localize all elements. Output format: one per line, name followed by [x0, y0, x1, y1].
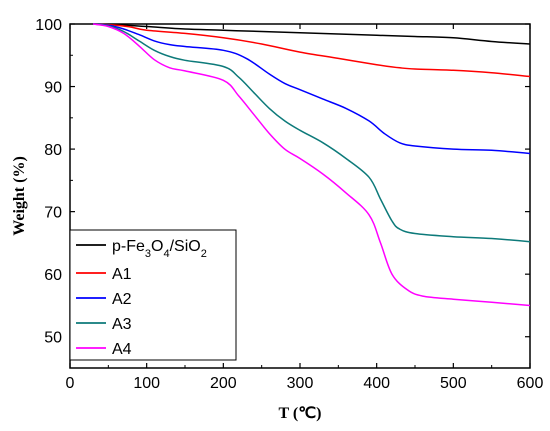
x-tick-label: 400: [363, 375, 390, 392]
y-tick-label: 80: [44, 142, 62, 159]
legend-label: A3: [112, 316, 132, 333]
y-tick-label: 60: [44, 267, 62, 284]
y-tick-label: 100: [35, 17, 62, 34]
y-axis-title: Weight (%): [11, 156, 28, 236]
series-line-a4: [92, 23, 531, 307]
tick-layer: 0 100 200 300 400 500 600 50 60 70 80 90 100: [35, 17, 543, 392]
series-line-a3: [92, 23, 531, 243]
series-layer: [92, 23, 531, 307]
legend-label: A1: [112, 266, 132, 283]
x-tick-label: 600: [517, 375, 544, 392]
legend-label: p-Fe3O4/SiO2: [112, 238, 207, 260]
x-axis-title: T (℃): [278, 405, 321, 422]
series-line-p-fe3o4-sio2: [92, 23, 531, 45]
x-tick-label: 200: [210, 375, 237, 392]
legend-label: A4: [112, 341, 132, 358]
y-tick-label: 90: [44, 80, 62, 97]
y-tick-label: 70: [44, 205, 62, 222]
series-line-a1: [92, 23, 531, 78]
x-tick-label: 100: [133, 375, 160, 392]
x-tick-label: 0: [66, 375, 75, 392]
x-tick-label: 500: [440, 375, 467, 392]
y-tick-label: 50: [44, 330, 62, 347]
legend-box: [69, 229, 237, 361]
x-tick-label: 300: [287, 375, 314, 392]
series-line-a2: [92, 23, 531, 155]
legend: p-Fe3O4/SiO2 A1 A2 A3 A4: [69, 229, 237, 361]
legend-label: A2: [112, 291, 132, 308]
